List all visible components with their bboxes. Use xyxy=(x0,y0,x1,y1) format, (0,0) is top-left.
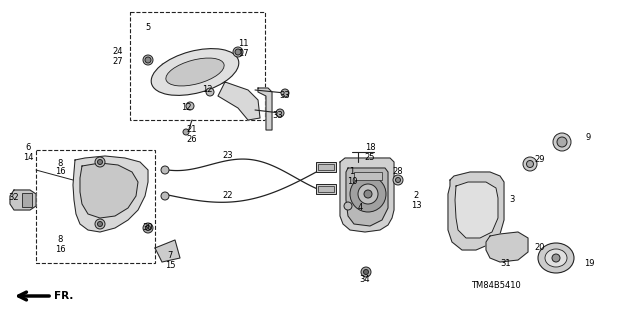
Circle shape xyxy=(364,190,372,198)
Text: 5: 5 xyxy=(145,24,150,33)
Circle shape xyxy=(95,219,105,229)
Circle shape xyxy=(145,57,151,63)
Text: 19: 19 xyxy=(584,259,595,269)
Text: 25: 25 xyxy=(365,152,375,161)
Circle shape xyxy=(344,202,352,210)
Text: 17: 17 xyxy=(237,48,248,57)
Circle shape xyxy=(97,160,102,165)
Ellipse shape xyxy=(538,243,574,273)
Circle shape xyxy=(145,226,150,231)
Circle shape xyxy=(161,166,169,174)
Circle shape xyxy=(183,129,189,135)
Polygon shape xyxy=(80,163,138,218)
Text: 11: 11 xyxy=(237,40,248,48)
Circle shape xyxy=(95,157,105,167)
Text: 32: 32 xyxy=(9,194,19,203)
Text: 30: 30 xyxy=(143,224,154,233)
Text: 26: 26 xyxy=(187,135,197,144)
Text: 18: 18 xyxy=(365,144,375,152)
Text: 6: 6 xyxy=(26,144,31,152)
Circle shape xyxy=(161,192,169,200)
Circle shape xyxy=(396,177,401,182)
Text: 16: 16 xyxy=(54,244,65,254)
Text: 22: 22 xyxy=(223,190,233,199)
Circle shape xyxy=(233,47,243,57)
Text: 2: 2 xyxy=(413,191,419,201)
Text: 14: 14 xyxy=(23,152,33,161)
Circle shape xyxy=(143,55,153,65)
Text: 7: 7 xyxy=(167,251,173,261)
Text: 33: 33 xyxy=(280,91,291,100)
Circle shape xyxy=(552,254,560,262)
Text: 20: 20 xyxy=(535,243,545,253)
Bar xyxy=(354,172,382,180)
Polygon shape xyxy=(218,82,260,120)
Text: 29: 29 xyxy=(535,155,545,165)
Bar xyxy=(22,193,32,207)
Circle shape xyxy=(361,267,371,277)
Text: 9: 9 xyxy=(586,133,591,143)
Text: FR.: FR. xyxy=(54,291,74,301)
Circle shape xyxy=(206,88,214,96)
Ellipse shape xyxy=(166,58,224,86)
Circle shape xyxy=(350,176,386,212)
Text: 4: 4 xyxy=(357,204,363,212)
Polygon shape xyxy=(486,232,528,262)
Text: 31: 31 xyxy=(500,258,511,268)
Ellipse shape xyxy=(151,48,239,95)
Polygon shape xyxy=(258,88,272,130)
Text: 12: 12 xyxy=(180,103,191,113)
Text: 28: 28 xyxy=(393,167,403,176)
Circle shape xyxy=(523,157,537,171)
Text: 16: 16 xyxy=(54,167,65,176)
Polygon shape xyxy=(448,172,504,250)
Circle shape xyxy=(364,270,369,275)
Ellipse shape xyxy=(545,249,567,267)
Circle shape xyxy=(527,160,534,167)
Circle shape xyxy=(358,184,378,204)
Circle shape xyxy=(557,137,567,147)
Polygon shape xyxy=(346,168,388,226)
Text: 34: 34 xyxy=(360,276,371,285)
Text: 8: 8 xyxy=(58,159,63,167)
Bar xyxy=(316,162,336,172)
Text: 12: 12 xyxy=(202,85,212,94)
Circle shape xyxy=(235,49,241,55)
Text: 8: 8 xyxy=(58,235,63,244)
Text: TM84B5410: TM84B5410 xyxy=(471,280,521,290)
Text: 21: 21 xyxy=(187,125,197,135)
Circle shape xyxy=(281,89,289,97)
Text: 33: 33 xyxy=(273,110,284,120)
Text: 1: 1 xyxy=(349,167,355,176)
Polygon shape xyxy=(73,156,148,232)
Text: 15: 15 xyxy=(164,261,175,270)
Text: 13: 13 xyxy=(411,201,421,210)
Polygon shape xyxy=(340,158,394,232)
Bar xyxy=(318,186,334,192)
Text: 3: 3 xyxy=(509,196,515,204)
Bar xyxy=(130,12,265,120)
Polygon shape xyxy=(455,182,498,238)
Text: 24: 24 xyxy=(113,48,124,56)
Text: 27: 27 xyxy=(113,56,124,65)
Bar xyxy=(318,164,334,170)
Text: 10: 10 xyxy=(347,176,357,186)
Bar xyxy=(316,184,336,194)
Text: 23: 23 xyxy=(223,151,234,160)
Circle shape xyxy=(553,133,571,151)
Polygon shape xyxy=(10,190,36,210)
Circle shape xyxy=(143,223,153,233)
Circle shape xyxy=(393,175,403,185)
Bar xyxy=(36,150,155,263)
Circle shape xyxy=(186,102,194,110)
Polygon shape xyxy=(155,240,180,262)
Circle shape xyxy=(276,109,284,117)
Circle shape xyxy=(97,221,102,226)
